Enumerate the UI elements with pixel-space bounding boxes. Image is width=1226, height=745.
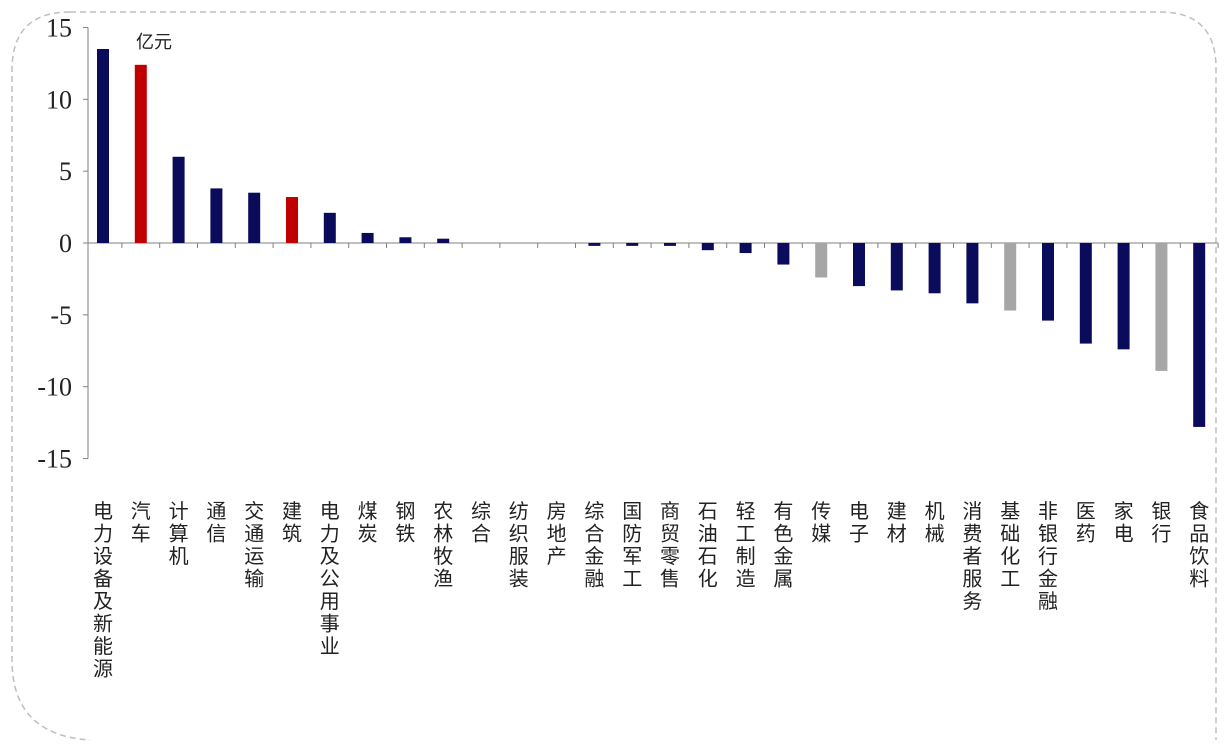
- bar-25: [1042, 243, 1054, 321]
- bar-8: [399, 237, 412, 243]
- bar-27: [1117, 243, 1130, 350]
- bar-22: [928, 243, 941, 294]
- bar-15: [664, 243, 676, 246]
- category-label: 电子: [849, 499, 869, 546]
- category-label: 机械: [925, 499, 945, 546]
- category-label: 建筑: [282, 499, 302, 546]
- bar-21: [890, 243, 903, 291]
- bar-16: [701, 243, 714, 251]
- category-label: 房地产: [547, 499, 567, 568]
- bar-17: [739, 243, 752, 254]
- bar-18: [777, 243, 790, 265]
- category-label: 非银行金融: [1038, 499, 1058, 613]
- category-label: 交通运输: [244, 499, 264, 591]
- dashed-border: [11, 11, 1217, 741]
- category-label: 钢铁: [395, 499, 415, 546]
- category-label: 传媒: [811, 499, 831, 546]
- y-tick-label: -15: [37, 445, 72, 474]
- category-label: 轻工制造: [736, 499, 756, 591]
- category-label: 家电: [1114, 499, 1134, 546]
- bar-0: [97, 49, 109, 243]
- category-label: 商贸零售: [660, 499, 680, 591]
- category-label: 汽车: [131, 499, 151, 546]
- category-label: 纺织服装: [509, 499, 529, 591]
- bar-13: [588, 243, 601, 246]
- y-tick-label: 10: [46, 85, 72, 114]
- category-label: 消费者服务: [962, 499, 982, 613]
- bar-3: [210, 188, 223, 243]
- bar-4: [248, 192, 261, 243]
- bar-6: [323, 212, 336, 243]
- category-label: 电力设备及新能源: [93, 499, 113, 681]
- category-label: 综合: [471, 499, 491, 546]
- category-label: 通信: [206, 499, 226, 546]
- category-label: 农林牧渔: [433, 499, 453, 591]
- category-label: 有色金属: [773, 499, 793, 591]
- bar-28: [1155, 243, 1168, 371]
- y-tick-label: 15: [46, 13, 72, 42]
- y-tick-label: -5: [50, 301, 72, 330]
- bar-26: [1079, 243, 1092, 344]
- category-label: 国防军工: [622, 499, 642, 591]
- bar-24: [1004, 243, 1017, 311]
- unit-label: 亿元: [136, 32, 172, 53]
- bars: [97, 49, 1206, 427]
- y-tick-label: -10: [37, 373, 72, 402]
- category-label: 建材: [887, 499, 907, 546]
- bar-9: [437, 238, 450, 243]
- bar-29: [1193, 243, 1206, 427]
- bar-20: [853, 243, 865, 287]
- category-label: 煤炭: [358, 499, 378, 546]
- y-tick-label: 0: [59, 229, 72, 258]
- bar-2: [172, 156, 185, 243]
- bar-23: [966, 243, 979, 304]
- bar-1: [134, 64, 147, 243]
- category-labels: 电力设备及新能源汽车计算机通信交通运输建筑电力及公用事业煤炭钢铁农林牧渔综合纺织…: [93, 499, 1209, 681]
- category-label: 电力及公用事业: [320, 499, 340, 658]
- category-label: 食品饮料: [1189, 499, 1209, 591]
- category-label: 基础化工: [1000, 499, 1020, 591]
- category-label: 石油石化: [698, 499, 718, 591]
- bar-7: [361, 232, 374, 243]
- y-tick-label: 5: [59, 157, 72, 186]
- category-label: 计算机: [169, 499, 189, 568]
- bar-5: [286, 197, 298, 243]
- category-label: 综合金融: [584, 499, 604, 591]
- bar-14: [626, 243, 639, 246]
- y-tick-labels: 15 10 5 0 -5 -10 -15: [37, 13, 88, 474]
- category-label: 医药: [1076, 499, 1096, 546]
- category-label: 银行: [1151, 499, 1171, 546]
- bar-19: [815, 243, 828, 278]
